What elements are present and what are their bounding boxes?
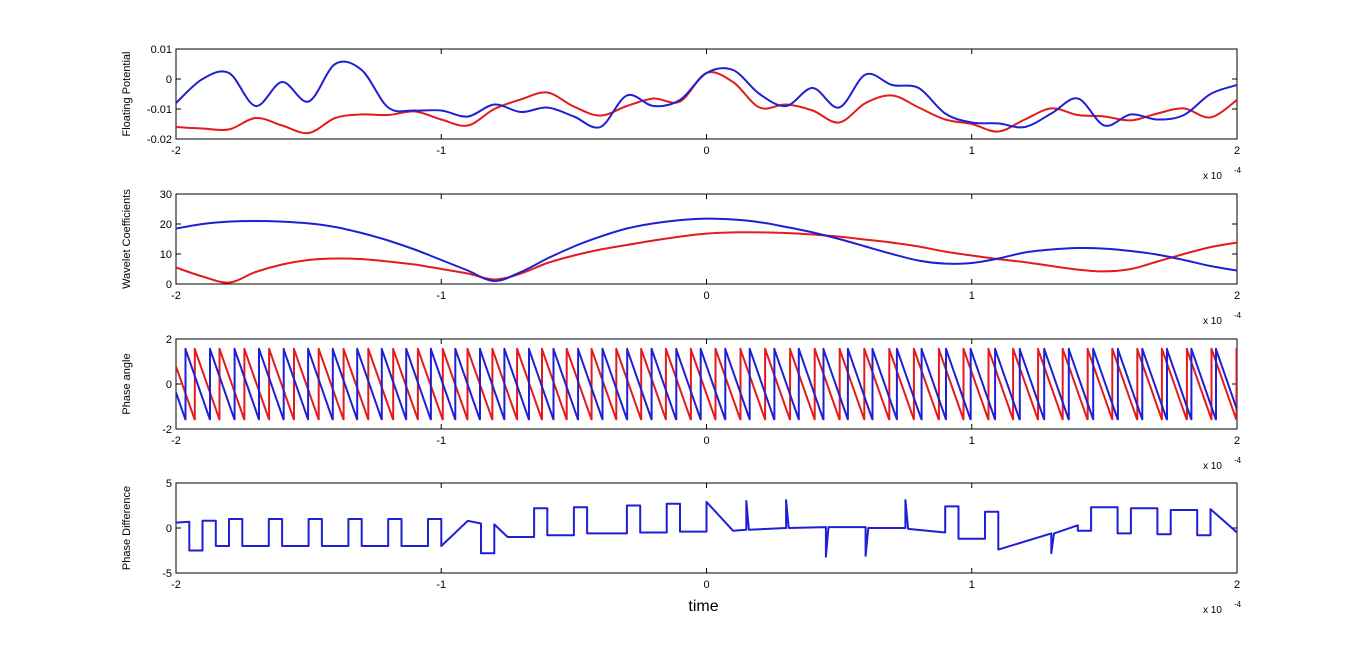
x-exponent-label: x 10 [1203, 316, 1222, 327]
y-tick-label: 0.01 [151, 44, 172, 56]
x-tick-label: -2 [171, 145, 181, 157]
x-tick-label: 2 [1234, 290, 1240, 302]
axes-box [175, 193, 1238, 285]
y-tick-label: 2 [166, 334, 172, 346]
y-tick-label: 0 [166, 379, 172, 391]
x-tick-label: -2 [171, 579, 181, 591]
y-axis-label: Wavelet Coefficients [121, 189, 133, 289]
x-tick-label: 2 [1234, 145, 1240, 157]
axes-box [175, 338, 1238, 430]
y-tick-label: -5 [162, 568, 172, 580]
y-tick-label: -0.02 [147, 134, 172, 146]
series-line-blue [176, 217, 1237, 283]
phase-angle-panel: -2 -1 0 1 2 -2 0 2 Phase angle x 10 -4 [121, 334, 1242, 472]
x-exponent-power: -4 [1234, 166, 1242, 175]
x-tick-label: 0 [703, 145, 709, 157]
x-tick-label: -1 [436, 435, 446, 447]
x-tick-label: 2 [1234, 435, 1240, 447]
x-tick-label: 1 [969, 579, 975, 591]
x-tick-label: -2 [171, 435, 181, 447]
phase-difference-panel: -2 -1 0 1 2 -5 0 5 Phase Difference x 10 -4 time [121, 478, 1242, 616]
series-line-red [176, 231, 1237, 284]
x-exponent-label: x 10 [1203, 605, 1222, 616]
x-axis-label: time [688, 598, 718, 615]
y-tick-label: 0 [166, 523, 172, 535]
x-tick-label: -1 [436, 145, 446, 157]
series-line-blue [176, 347, 1237, 421]
series-line-red [176, 347, 1237, 421]
x-tick-label: -1 [436, 579, 446, 591]
y-axis-label: Floating Potential [121, 52, 133, 137]
x-tick-label: -2 [171, 290, 181, 302]
y-axis-label: Phase angle [121, 353, 133, 414]
x-exponent-label: x 10 [1203, 171, 1222, 182]
x-tick-label: 0 [703, 435, 709, 447]
y-tick-label: -2 [162, 424, 172, 436]
x-exponent-power: -4 [1234, 600, 1242, 609]
axes-box [175, 48, 1238, 140]
x-tick-label: 1 [969, 290, 975, 302]
x-tick-label: 2 [1234, 579, 1240, 591]
x-exponent-power: -4 [1234, 311, 1242, 320]
x-exponent-label: x 10 [1203, 461, 1222, 472]
series-line-blue [176, 499, 1237, 558]
y-tick-label: -0.01 [147, 104, 172, 116]
series-line-blue [176, 60, 1237, 129]
y-tick-label: 0 [166, 279, 172, 291]
x-tick-label: 1 [969, 145, 975, 157]
x-tick-label: 0 [703, 579, 709, 591]
y-tick-label: 0 [166, 74, 172, 86]
x-exponent-power: -4 [1234, 456, 1242, 465]
x-tick-label: 0 [703, 290, 709, 302]
y-tick-label: 5 [166, 478, 172, 490]
y-axis-label: Phase Difference [121, 486, 133, 570]
x-tick-label: -1 [436, 290, 446, 302]
y-tick-label: 30 [160, 189, 172, 201]
floating-potential-panel: -2 -1 0 1 2 -0.02 -0.01 0 0.01 Floating Potential… [121, 44, 1242, 182]
y-tick-label: 10 [160, 249, 172, 261]
y-tick-label: 20 [160, 219, 172, 231]
x-tick-label: 1 [969, 435, 975, 447]
